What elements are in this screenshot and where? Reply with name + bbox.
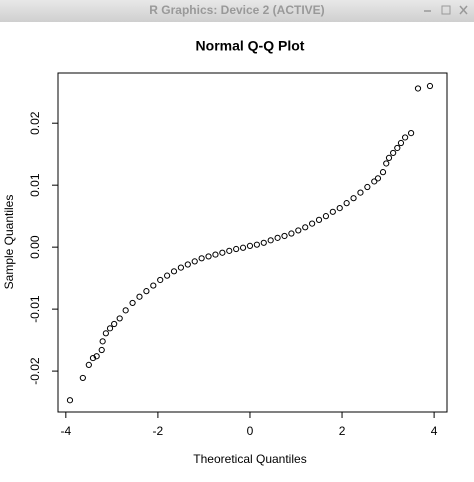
point xyxy=(246,242,254,250)
point xyxy=(212,251,219,258)
title-bar xyxy=(0,0,474,22)
point xyxy=(402,134,409,141)
point xyxy=(106,325,114,332)
close-button[interactable] xyxy=(459,5,468,15)
point xyxy=(226,247,233,254)
point xyxy=(157,276,164,284)
point xyxy=(274,234,281,241)
y-tick-label: 0.00 xyxy=(28,235,42,259)
point xyxy=(357,189,364,196)
point xyxy=(170,268,178,275)
point xyxy=(322,213,330,220)
point xyxy=(233,245,240,253)
point xyxy=(407,130,415,137)
x-axis-label: Theoretical Quantiles xyxy=(193,452,306,466)
point xyxy=(374,175,382,182)
point xyxy=(329,208,336,215)
point xyxy=(111,320,118,328)
point xyxy=(260,239,267,246)
point xyxy=(98,346,105,354)
point xyxy=(79,374,86,382)
point xyxy=(379,169,387,176)
point xyxy=(364,183,371,191)
point xyxy=(150,282,157,289)
point xyxy=(390,149,397,157)
point xyxy=(336,205,343,212)
point xyxy=(129,299,136,307)
point xyxy=(136,293,143,300)
point xyxy=(177,264,185,271)
point xyxy=(394,144,401,152)
point xyxy=(239,244,247,251)
point xyxy=(302,224,309,231)
y-tick-label: 0.02 xyxy=(28,111,42,135)
point xyxy=(397,139,405,147)
window-title: R Graphics: Device 2 (ACTIVE) xyxy=(149,3,324,17)
point xyxy=(383,160,390,167)
point xyxy=(198,255,205,262)
point xyxy=(184,261,191,268)
point xyxy=(102,330,109,337)
point xyxy=(93,353,100,360)
x-tick-label: -2 xyxy=(153,424,164,438)
point xyxy=(116,315,123,322)
point xyxy=(281,232,288,240)
x-tick-label: 4 xyxy=(431,424,438,438)
chart-title: Normal Q-Q Plot xyxy=(196,38,305,54)
point xyxy=(267,237,274,244)
point xyxy=(89,354,97,362)
point xyxy=(371,178,378,185)
y-axis-label: Sample Quantiles xyxy=(2,195,16,290)
point xyxy=(205,253,212,260)
point xyxy=(219,249,226,256)
point xyxy=(309,220,316,227)
x-tick-label: -4 xyxy=(60,424,71,438)
point xyxy=(164,272,171,279)
point xyxy=(343,200,350,207)
point xyxy=(143,288,150,295)
point xyxy=(253,241,260,248)
x-tick-label: 2 xyxy=(339,424,346,438)
maximize-button[interactable] xyxy=(441,5,451,15)
point xyxy=(315,216,323,223)
point xyxy=(385,154,393,162)
y-tick-label: 0.01 xyxy=(28,173,42,197)
point xyxy=(350,195,357,202)
point xyxy=(295,227,302,234)
point xyxy=(414,85,422,92)
point xyxy=(122,307,129,314)
point xyxy=(288,230,295,237)
x-tick-label: 0 xyxy=(247,424,254,438)
point xyxy=(191,258,198,265)
point xyxy=(66,397,74,404)
y-tick-label: -0.02 xyxy=(28,357,42,385)
point xyxy=(426,82,434,90)
point xyxy=(99,338,106,345)
y-tick-label: -0.01 xyxy=(28,295,42,323)
plot-frame xyxy=(57,72,448,413)
point xyxy=(85,361,92,368)
